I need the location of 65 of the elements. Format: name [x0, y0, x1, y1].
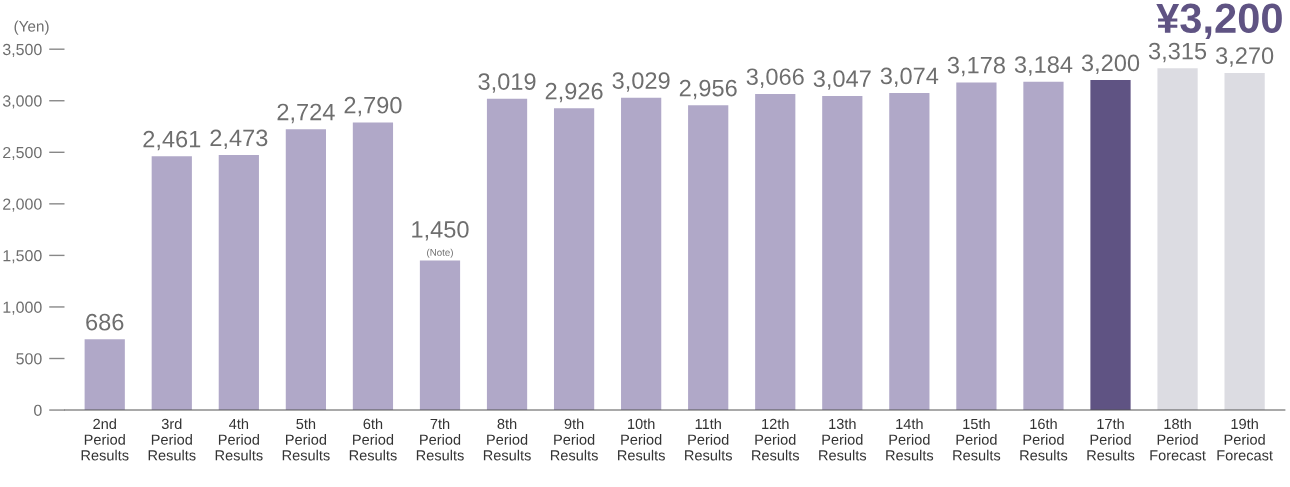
bar [1224, 72, 1265, 411]
data-label: 3,074 [880, 67, 939, 88]
x-tick-label: 18th Period Forecast [1150, 418, 1206, 461]
x-tick-label: 4th Period Results [215, 418, 263, 461]
x-tick-label: 5th Period Results [282, 418, 330, 461]
x-tick-label: 14th Period Results [886, 418, 934, 461]
y-tick-label: 3,500 [2, 43, 42, 58]
x-tick-label: 9th Period Results [550, 418, 598, 461]
y-axis-title: (Yen) [14, 20, 49, 35]
y-tick-label: 3,000 [2, 95, 42, 109]
bar [84, 339, 125, 411]
data-label: 686 [86, 313, 124, 331]
y-tick-label: 2,500 [3, 146, 42, 161]
x-tick-label: 3rd Period Results [148, 418, 196, 461]
data-label: 3,200 [1081, 54, 1140, 75]
annotation: (Note) [427, 248, 453, 258]
bar [1023, 81, 1064, 411]
data-label: 1,450 [412, 221, 469, 241]
text: ¥3,200 [1156, 3, 1282, 40]
bar [621, 97, 662, 411]
x-tick-label: 11th Period Results [685, 418, 732, 461]
x-tick-label: 17th Period Results [1087, 418, 1135, 461]
x-tick-label: 8th Period Results [483, 418, 531, 461]
x-tick-label: 13th Period Results [819, 418, 867, 461]
bar [822, 95, 863, 411]
x-tick-label: 7th Period Results [416, 418, 464, 461]
bar [352, 122, 394, 411]
y-tick-label: 1,500 [3, 250, 42, 264]
data-label: 3,178 [947, 56, 1005, 77]
bar [1157, 68, 1198, 411]
bar [151, 156, 192, 411]
data-label: 3,066 [746, 68, 804, 88]
x-tick-label: 6th Period Results [349, 418, 397, 461]
x-tick-label: 16th Period Results [1020, 418, 1068, 461]
bar [1090, 80, 1131, 411]
bar [218, 155, 259, 411]
data-label: 2,956 [679, 79, 737, 100]
y-tick-label: 500 [16, 353, 42, 365]
data-label: 3,029 [612, 72, 670, 92]
bar [486, 98, 528, 411]
data-label: 2,926 [545, 82, 603, 103]
bar [419, 260, 461, 411]
data-label: 3,315 [1148, 42, 1207, 63]
x-tick-label: 15th Period Results [953, 418, 1001, 461]
data-label: 3,019 [478, 73, 536, 93]
data-label: 3,184 [1014, 56, 1073, 76]
x-tick-label: 19th Period Forecast [1217, 418, 1273, 461]
x-tick-label: 12th Period Results [752, 418, 800, 461]
data-label: 2,473 [210, 129, 268, 150]
data-label: 3,047 [813, 70, 871, 90]
bar [755, 93, 796, 411]
data-label: 2,461 [143, 130, 201, 151]
bar [285, 129, 326, 411]
bar [956, 82, 997, 411]
data-label: 2,790 [344, 96, 402, 117]
data-label: 3,270 [1215, 47, 1274, 67]
x-tick-label: 10th Period Results [618, 418, 665, 461]
x-tick-label: 2nd Period Results [81, 418, 129, 461]
data-label: 2,724 [277, 103, 335, 124]
bar [553, 108, 595, 411]
y-tick-label: 0 [34, 404, 42, 416]
y-tick-label: 1,000 [3, 301, 42, 315]
bar [688, 105, 729, 411]
bar [889, 93, 930, 411]
y-tick-label: 2,000 [3, 198, 42, 212]
